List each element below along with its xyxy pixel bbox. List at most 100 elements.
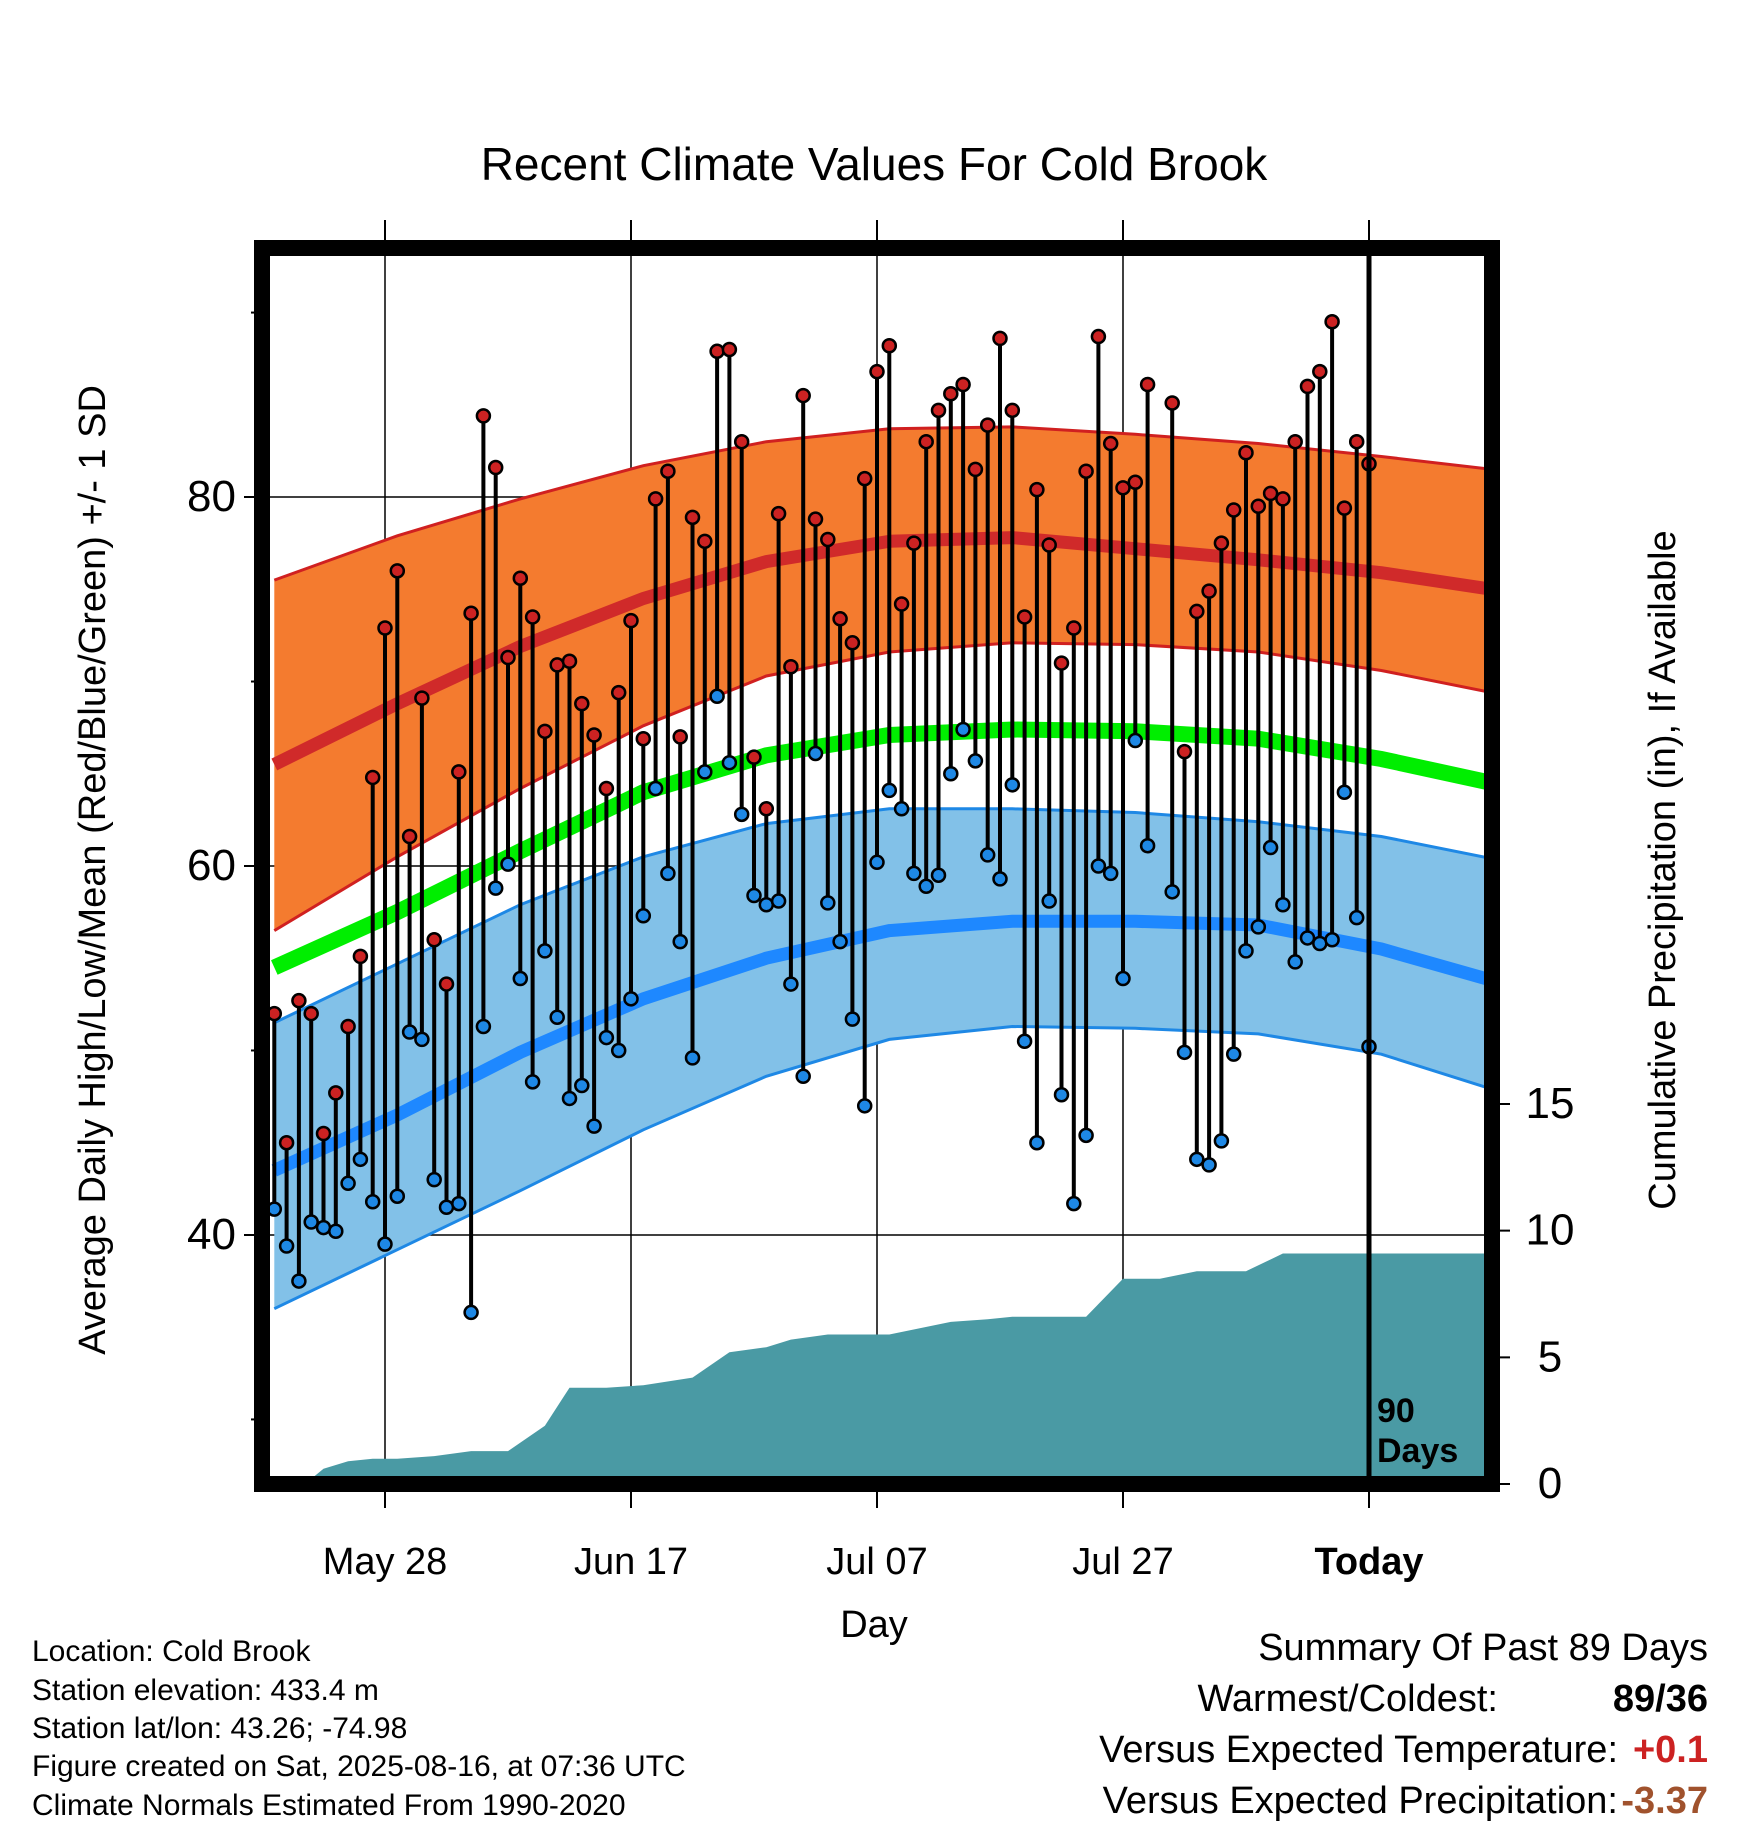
summary-title: Summary Of Past 89 Days [1258, 1627, 1708, 1669]
daily-low-point [1127, 732, 1144, 749]
info-location: Location: Cold Brook [32, 1635, 311, 1668]
summary-warmest-coldest-value: 89/36 [1612, 1678, 1708, 1720]
daily-high-point [1053, 655, 1070, 671]
daily-low-point [561, 1090, 578, 1107]
daily-low-point [340, 1175, 356, 1192]
daily-high-point [537, 723, 553, 740]
daily-low-point [586, 1118, 602, 1134]
daily-high-point [463, 605, 479, 622]
daily-low-point [918, 878, 934, 895]
summary-warmest-coldest-label: Warmest/Coldest: [1197, 1678, 1498, 1720]
summary-precip-label: Versus Expected Precipitation: [1102, 1780, 1618, 1822]
daily-low-point [1078, 1127, 1094, 1144]
precipitation-area [274, 1253, 1492, 1484]
daily-low-point [364, 1193, 381, 1210]
daily-high-point [291, 992, 307, 1009]
daily-high-point [1348, 433, 1365, 450]
daily-high-point [1238, 445, 1254, 461]
daily-high-point [807, 511, 824, 527]
daily-low-point [463, 1304, 479, 1321]
daily-low-point [930, 867, 947, 883]
daily-high-point [315, 1125, 332, 1142]
daily-high-point [967, 461, 984, 478]
daily-high-point [438, 976, 455, 992]
daily-low-point [733, 806, 750, 823]
daily-high-point [377, 620, 393, 636]
daily-high-point [733, 433, 750, 450]
daily-low-point [979, 847, 996, 863]
daily-high-point [1225, 502, 1242, 518]
daily-high-point [795, 387, 811, 404]
daily-low-point [1348, 909, 1365, 926]
x-tick-label: Jul 27 [1072, 1541, 1173, 1583]
daily-low-point [647, 780, 664, 797]
daily-high-point [979, 417, 996, 433]
daily-high-point [1299, 378, 1316, 395]
daily-low-point [291, 1273, 307, 1289]
daily-low-point [623, 991, 639, 1007]
y-tick-label-left: 60 [187, 841, 236, 890]
today-marker-days: Days [1377, 1432, 1458, 1470]
low-sd-band [274, 808, 1492, 1309]
daily-low-point [660, 865, 676, 882]
daily-low-point [869, 854, 885, 871]
y-tick-label-right: 15 [1526, 1079, 1575, 1128]
daily-high-point [1127, 474, 1144, 491]
daily-low-point [746, 887, 762, 904]
daily-low-point [1164, 884, 1180, 900]
daily-high-point [820, 531, 836, 548]
daily-low-point [697, 764, 713, 780]
daily-low-point [278, 1238, 295, 1254]
daily-high-point [758, 801, 775, 817]
daily-low-point [906, 865, 922, 882]
daily-low-point [389, 1188, 406, 1204]
daily-low-point [856, 1098, 873, 1114]
daily-high-point [500, 649, 516, 666]
daily-low-point [881, 782, 898, 799]
daily-high-point [352, 948, 369, 965]
daily-high-point [389, 563, 406, 579]
daily-low-point [610, 1042, 627, 1059]
y-tick-label-right: 10 [1526, 1206, 1575, 1255]
daily-high-point [906, 535, 922, 551]
daily-high-point [1004, 402, 1021, 419]
daily-low-point [1324, 932, 1340, 948]
daily-low-point [967, 753, 984, 769]
info-latlon: Station lat/lon: 43.26; -74.98 [32, 1712, 408, 1745]
daily-high-point [340, 1018, 356, 1035]
low-sd-band-lower-edge [273, 1024, 1492, 1311]
daily-high-point [930, 402, 947, 419]
daily-high-point [832, 611, 848, 627]
daily-low-point [303, 1214, 319, 1230]
daily-low-point [451, 1195, 467, 1212]
daily-low-point [1213, 1133, 1230, 1149]
daily-high-point [1312, 363, 1328, 380]
daily-low-point [1262, 839, 1279, 856]
daily-high-point [524, 609, 541, 625]
daily-low-point [487, 880, 504, 896]
daily-high-point [918, 433, 934, 450]
daily-low-point [1312, 935, 1328, 952]
daily-low-point [1201, 1157, 1217, 1173]
daily-high-point [623, 612, 639, 629]
x-tick-label: Jun 17 [574, 1541, 688, 1583]
x-tick-label: Today [1314, 1541, 1423, 1583]
daily-high-point [1139, 376, 1156, 393]
daily-low-point [1053, 1087, 1070, 1103]
daily-high-point [610, 684, 627, 701]
daily-high-point [844, 635, 861, 651]
daily-low-point [1066, 1195, 1082, 1212]
daily-low-point [721, 754, 738, 771]
daily-low-point [1287, 954, 1303, 970]
daily-high-point [1201, 583, 1217, 599]
daily-high-point [647, 491, 664, 507]
daily-low-point [992, 871, 1008, 887]
daily-high-point [586, 727, 602, 743]
daily-high-point [1213, 535, 1230, 551]
daily-low-point [1029, 1134, 1045, 1151]
daily-high-point [943, 385, 959, 402]
daily-low-point [1176, 1044, 1193, 1061]
daily-high-point [426, 932, 442, 948]
daily-low-point [537, 943, 553, 959]
